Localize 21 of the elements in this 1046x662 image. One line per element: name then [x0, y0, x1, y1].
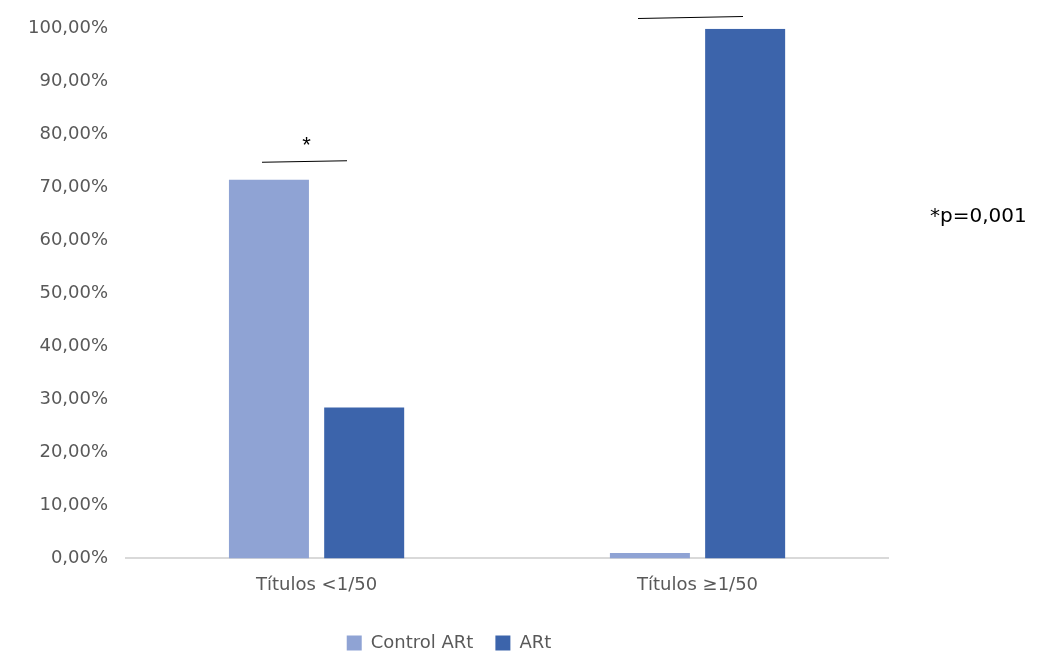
- y-tick-label: 10,00%: [39, 493, 109, 515]
- y-tick-label: 100,00%: [27, 16, 109, 38]
- y-tick-label: 50,00%: [39, 281, 109, 303]
- legend-label: ARt: [519, 630, 552, 652]
- annotation: *: [302, 132, 312, 158]
- y-tick-label: 30,00%: [39, 387, 109, 409]
- y-tick-label: 60,00%: [39, 228, 109, 250]
- bar: [228, 179, 309, 559]
- y-tick-label: 90,00%: [39, 69, 109, 91]
- bar: [324, 407, 405, 559]
- x-tick-label: Títulos ≥1/50: [635, 572, 759, 594]
- y-tick-label: 80,00%: [39, 122, 109, 144]
- bar: [609, 553, 690, 559]
- x-tick-label: Títulos <1/50: [255, 572, 378, 594]
- y-tick-label: 0,00%: [50, 546, 109, 568]
- legend-label: Control ARt: [370, 630, 474, 652]
- y-tick-label: 40,00%: [39, 334, 109, 356]
- bar: [705, 28, 786, 559]
- y-tick-label: 70,00%: [39, 175, 109, 197]
- y-tick-label: 20,00%: [39, 440, 109, 462]
- text: *p=0,001: [930, 203, 1027, 228]
